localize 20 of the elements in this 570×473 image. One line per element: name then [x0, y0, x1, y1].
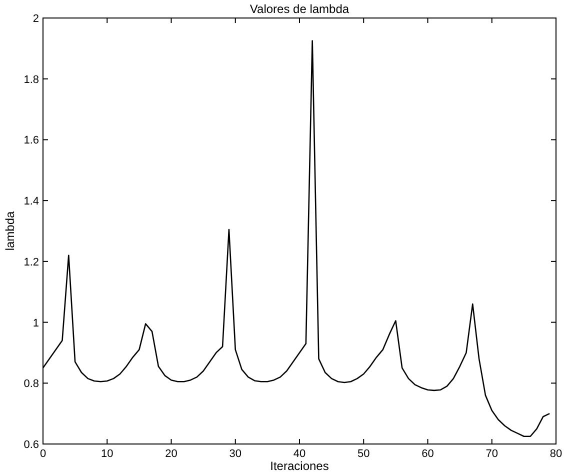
- x-tick-label: 70: [486, 448, 498, 460]
- y-tick-label: 2: [32, 13, 39, 25]
- y-tick-label: 1.4: [24, 196, 39, 208]
- x-tick-label: 0: [40, 448, 46, 460]
- x-tick-label: 30: [229, 448, 242, 460]
- x-tick-label: 20: [165, 448, 178, 460]
- x-axis-title: Iteraciones: [270, 459, 329, 473]
- x-tick-label: 40: [293, 448, 306, 460]
- x-tick-label: 10: [101, 448, 114, 460]
- y-tick-label: 1: [32, 317, 39, 330]
- y-tick-label: 1.8: [24, 74, 39, 86]
- chart-title: Valores de lambda: [250, 2, 350, 16]
- y-tick-label: 0.8: [24, 378, 39, 390]
- y-axis-title: lambda: [3, 210, 17, 251]
- y-tick-label: 0.6: [24, 439, 39, 451]
- x-tick-label: 50: [358, 448, 370, 460]
- x-tick-label: 60: [422, 448, 434, 460]
- y-tick-label: 1.6: [24, 134, 39, 147]
- x-tick-label: 80: [550, 448, 562, 460]
- y-tick-label: 1.2: [24, 256, 39, 268]
